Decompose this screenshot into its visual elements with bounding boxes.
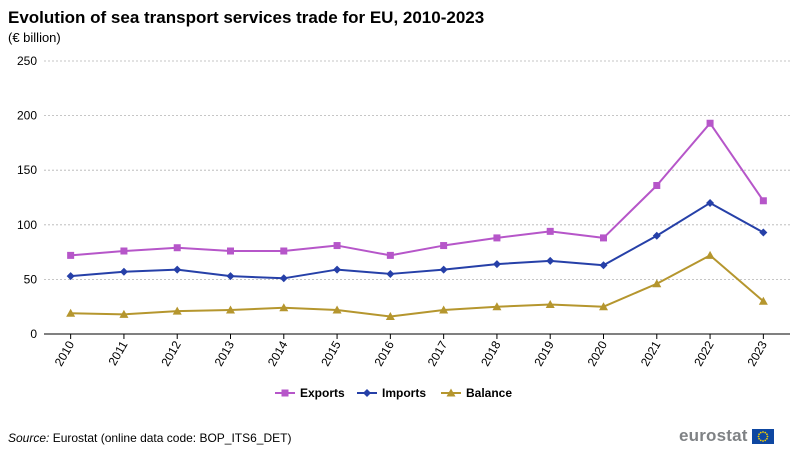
line-chart: 0 50 100 150 200 250 2010 2011 2012 2013 2014 2015 2… bbox=[17, 54, 790, 400]
balance-point bbox=[172, 306, 182, 315]
exports-point bbox=[600, 234, 607, 242]
legend-exports-label: Exports bbox=[300, 386, 345, 400]
y-tick-label: 0 bbox=[30, 327, 37, 341]
balance-point bbox=[652, 279, 662, 288]
eurostat-logo: eurostat bbox=[679, 426, 774, 446]
imports-point bbox=[599, 261, 608, 270]
imports-series-line bbox=[70, 201, 764, 280]
source-text: Eurostat (online data code: BOP_ITS6_DET… bbox=[49, 431, 292, 445]
exports-point bbox=[386, 251, 394, 259]
eu-flag-icon bbox=[751, 428, 774, 444]
exports-point bbox=[227, 247, 234, 255]
x-tick-label: 2015 bbox=[318, 338, 344, 368]
imports-point bbox=[119, 267, 128, 276]
chart-title: Evolution of sea transport services trad… bbox=[8, 8, 485, 27]
x-tick-label: 2016 bbox=[371, 338, 397, 368]
exports-point bbox=[120, 247, 128, 255]
exports-point bbox=[333, 242, 341, 250]
balance-point bbox=[545, 300, 555, 309]
balance-point bbox=[279, 303, 289, 312]
x-tick-label: 2019 bbox=[531, 338, 557, 368]
exports-point bbox=[440, 242, 448, 250]
logo-text: eurostat bbox=[679, 426, 748, 445]
y-tick-label: 250 bbox=[17, 54, 37, 68]
x-tick-label: 2010 bbox=[52, 338, 78, 368]
imports-point bbox=[279, 274, 288, 283]
x-tick-label: 2022 bbox=[691, 338, 717, 368]
legend-exports-marker bbox=[281, 389, 289, 397]
balance-point bbox=[705, 250, 715, 259]
legend-imports-label: Imports bbox=[382, 386, 426, 400]
imports-point bbox=[706, 198, 715, 207]
balance-point bbox=[492, 302, 502, 311]
y-tick-label: 50 bbox=[24, 272, 38, 286]
imports-point bbox=[333, 265, 342, 274]
y-tick-label: 100 bbox=[17, 218, 37, 232]
balance-point bbox=[226, 305, 235, 314]
x-tick-label: 2013 bbox=[212, 338, 238, 368]
balance-point bbox=[385, 312, 395, 321]
imports-point bbox=[386, 269, 395, 278]
balance-point bbox=[439, 305, 449, 314]
exports-series-line bbox=[70, 122, 765, 257]
x-tick-label: 2017 bbox=[425, 338, 451, 368]
exports-point bbox=[546, 227, 554, 235]
x-tick-label: 2012 bbox=[158, 338, 184, 368]
x-tick-label: 2023 bbox=[744, 338, 770, 368]
balance-point bbox=[758, 296, 768, 305]
imports-point bbox=[492, 260, 501, 269]
imports-point bbox=[173, 265, 182, 274]
imports-point bbox=[759, 228, 768, 237]
imports-point bbox=[226, 272, 235, 281]
y-tick-label: 200 bbox=[17, 109, 37, 123]
exports-point bbox=[759, 197, 767, 205]
legend-imports-marker bbox=[363, 389, 371, 397]
source-note: Source: Eurostat (online data code: BOP_… bbox=[8, 431, 291, 445]
balance-point bbox=[66, 308, 76, 317]
exports-point bbox=[173, 244, 181, 252]
exports-point bbox=[67, 251, 75, 259]
imports-point bbox=[652, 231, 661, 240]
exports-point bbox=[706, 119, 714, 127]
source-label: Source: bbox=[8, 431, 50, 445]
imports-point bbox=[546, 256, 555, 265]
x-tick-label: 2011 bbox=[105, 338, 130, 368]
x-tick-label: 2021 bbox=[638, 338, 664, 368]
balance-point bbox=[599, 302, 608, 311]
balance-point bbox=[119, 309, 129, 318]
balance-point bbox=[332, 305, 342, 314]
x-tick-label: 2014 bbox=[265, 338, 291, 368]
exports-point bbox=[280, 247, 288, 255]
imports-point bbox=[66, 272, 75, 281]
chart-subtitle: (€ billion) bbox=[8, 30, 61, 45]
legend-balance-marker bbox=[446, 388, 456, 397]
exports-point bbox=[653, 181, 661, 189]
legend-balance-label: Balance bbox=[466, 386, 512, 400]
x-tick-label: 2020 bbox=[585, 338, 611, 368]
y-tick-label: 150 bbox=[17, 163, 37, 177]
x-tick-label: 2018 bbox=[478, 338, 504, 368]
exports-point bbox=[493, 234, 501, 242]
balance-series-line bbox=[70, 254, 765, 318]
imports-point bbox=[439, 265, 448, 274]
